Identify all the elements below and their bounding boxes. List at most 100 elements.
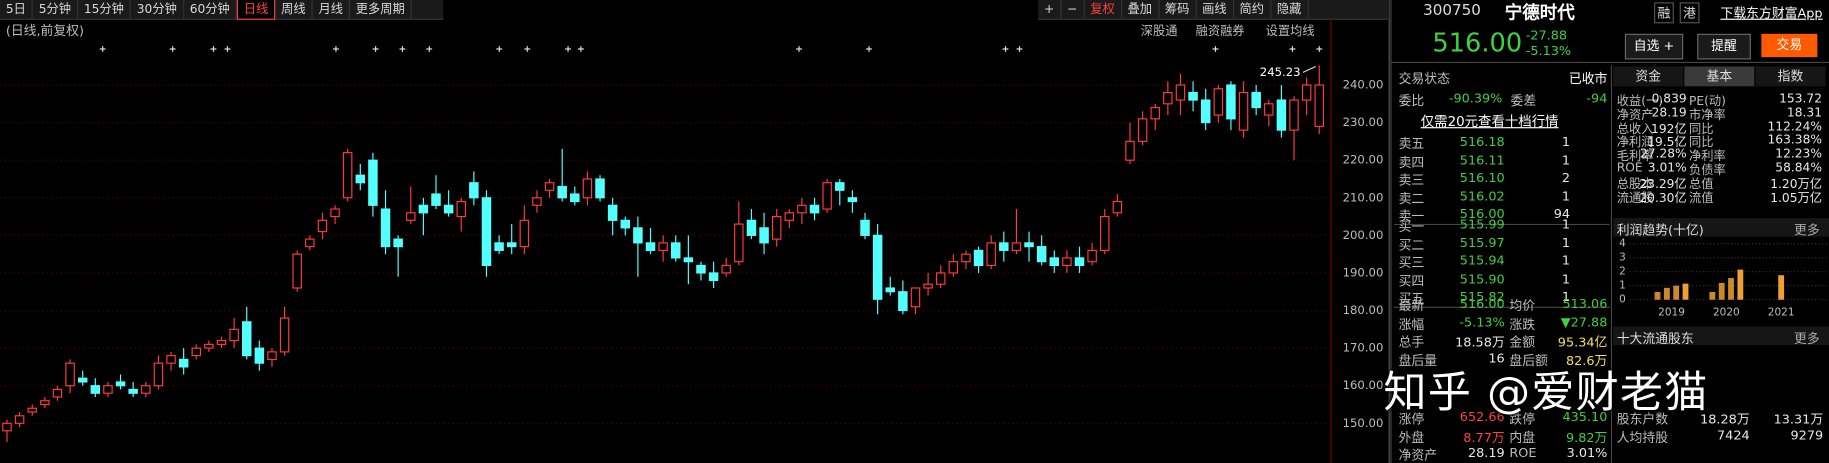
book-level: 卖二 xyxy=(1398,191,1425,207)
period-bar: 5日 5分钟 15分钟 30分钟 60分钟 日线 周线 月线 更多周期 xyxy=(0,0,444,20)
candle-body xyxy=(267,351,277,360)
tool-button[interactable]: 复权 xyxy=(1084,0,1122,19)
chart-link[interactable]: 融资融券 xyxy=(1196,23,1245,38)
candle-body xyxy=(279,317,290,353)
candle-body xyxy=(494,242,504,251)
fund-label: 总值 xyxy=(1689,177,1714,192)
candle-body xyxy=(557,185,567,199)
tool-button[interactable]: − xyxy=(1061,0,1085,19)
y-tick-label: 190.00 xyxy=(1343,265,1384,279)
chart-link[interactable]: 深股通 xyxy=(1141,24,1178,38)
action-button[interactable]: 提醒 xyxy=(1697,33,1751,60)
period-tab[interactable]: 60分钟 xyxy=(184,0,237,19)
book-volume: 1 xyxy=(1561,235,1571,251)
stock-tag[interactable]: 港 xyxy=(1679,2,1700,24)
candle-body xyxy=(1011,242,1022,251)
y-tick-label: 150.00 xyxy=(1343,416,1384,430)
stat-label: 跌停 xyxy=(1509,411,1536,427)
stat-label: ROE xyxy=(1509,445,1537,461)
stat-value: 9.82万 xyxy=(1565,429,1608,445)
candle-body xyxy=(128,388,138,394)
fund-tab[interactable]: 基本 xyxy=(1684,66,1755,87)
period-tab[interactable]: 周线 xyxy=(275,0,313,19)
diff: -94 xyxy=(1586,90,1608,107)
tool-button[interactable]: 叠加 xyxy=(1122,0,1160,19)
candle-body xyxy=(406,212,416,221)
candle-body xyxy=(65,362,75,387)
action-button[interactable]: 自选 + xyxy=(1624,33,1684,60)
candle-body xyxy=(1264,103,1274,116)
fund-label: 流值 xyxy=(1689,190,1714,205)
promo[interactable]: 仅需20元查看十档行情 xyxy=(1420,113,1559,130)
book-price: 515.94 xyxy=(1459,253,1505,269)
book-level: 卖五 xyxy=(1398,136,1425,152)
y-tick-label: 220.00 xyxy=(1343,153,1384,167)
candle-body xyxy=(734,223,744,263)
period-tab[interactable]: 月线 xyxy=(313,0,350,19)
chart-link[interactable]: 设置均线 xyxy=(1266,24,1315,38)
candle-body xyxy=(1251,91,1261,109)
tool-button[interactable]: 画线 xyxy=(1196,0,1234,19)
more-link[interactable]: 更多 xyxy=(1794,222,1820,238)
status-label: 交易状态 xyxy=(1398,71,1450,87)
candle-body xyxy=(330,208,340,218)
event-marker xyxy=(372,46,379,52)
book-price: 515.90 xyxy=(1459,271,1505,287)
book-volume: 1 xyxy=(1561,289,1571,305)
stat-label: 盘后量 xyxy=(1398,352,1438,368)
stat-value: 3.01% xyxy=(1566,445,1608,461)
candle-body xyxy=(544,182,555,191)
candle-body xyxy=(115,381,126,387)
tool-button[interactable]: 筹码 xyxy=(1159,0,1197,19)
book-price: 516.18 xyxy=(1459,134,1505,150)
stat-value: 516.00 xyxy=(1459,296,1505,312)
stat-label: 均价 xyxy=(1509,298,1536,314)
candle-body xyxy=(355,174,366,184)
profit-bar xyxy=(1778,275,1785,300)
section-title: 利润趋势(十亿) xyxy=(1616,222,1704,238)
stat-label: 最新 xyxy=(1398,298,1425,314)
period-tab[interactable]: 更多周期 xyxy=(350,0,412,19)
candle-body xyxy=(1150,106,1160,120)
event-marker xyxy=(577,46,584,52)
candle-body xyxy=(1024,242,1034,248)
candle-body xyxy=(1087,249,1097,263)
candle-body xyxy=(380,208,391,248)
fund-tab[interactable]: 资金 xyxy=(1613,66,1684,87)
fund-value: 1.05万亿 xyxy=(1770,190,1822,205)
candle-body xyxy=(456,200,466,218)
tool-button[interactable]: + xyxy=(1038,0,1062,19)
candle-body xyxy=(847,197,858,203)
fund-tab[interactable]: 指数 xyxy=(1755,66,1826,87)
stat-value: 435.10 xyxy=(1562,409,1608,425)
candle-body xyxy=(254,347,265,364)
event-marker xyxy=(399,46,406,52)
candle-body xyxy=(784,212,795,221)
divider xyxy=(1393,306,1610,308)
tool-button[interactable]: 简约 xyxy=(1234,0,1271,19)
more-link[interactable]: 更多 xyxy=(1794,331,1820,347)
holder-label: 人均持股 xyxy=(1616,430,1669,446)
section-header xyxy=(1613,218,1829,237)
book-price: 515.97 xyxy=(1459,235,1505,251)
event-marker xyxy=(1002,46,1009,52)
price: 516.00 xyxy=(1432,29,1523,59)
stat-label: 涨停 xyxy=(1398,411,1425,427)
candle-body xyxy=(708,272,719,282)
period-tab[interactable]: 30分钟 xyxy=(131,0,184,19)
book-level: 卖四 xyxy=(1398,154,1425,170)
fund-label: 净资产 xyxy=(1616,108,1654,123)
panel-divider xyxy=(1610,65,1613,463)
period-tab[interactable]: 日线 xyxy=(236,0,276,20)
period-tab[interactable]: 5分钟 xyxy=(33,0,79,19)
candle-body xyxy=(141,385,151,394)
candle-body xyxy=(1314,84,1325,127)
tool-button[interactable]: 隐藏 xyxy=(1271,0,1309,19)
action-button[interactable]: 交易 xyxy=(1761,33,1818,58)
app-link[interactable]: 下载东方财富App xyxy=(1720,5,1823,21)
stock-tag[interactable]: 融 xyxy=(1654,2,1674,24)
period-tab[interactable]: 5日 xyxy=(0,0,33,19)
period-tab[interactable]: 15分钟 xyxy=(78,0,131,19)
candle-body xyxy=(368,159,378,206)
stat-label: 金额 xyxy=(1509,334,1536,350)
